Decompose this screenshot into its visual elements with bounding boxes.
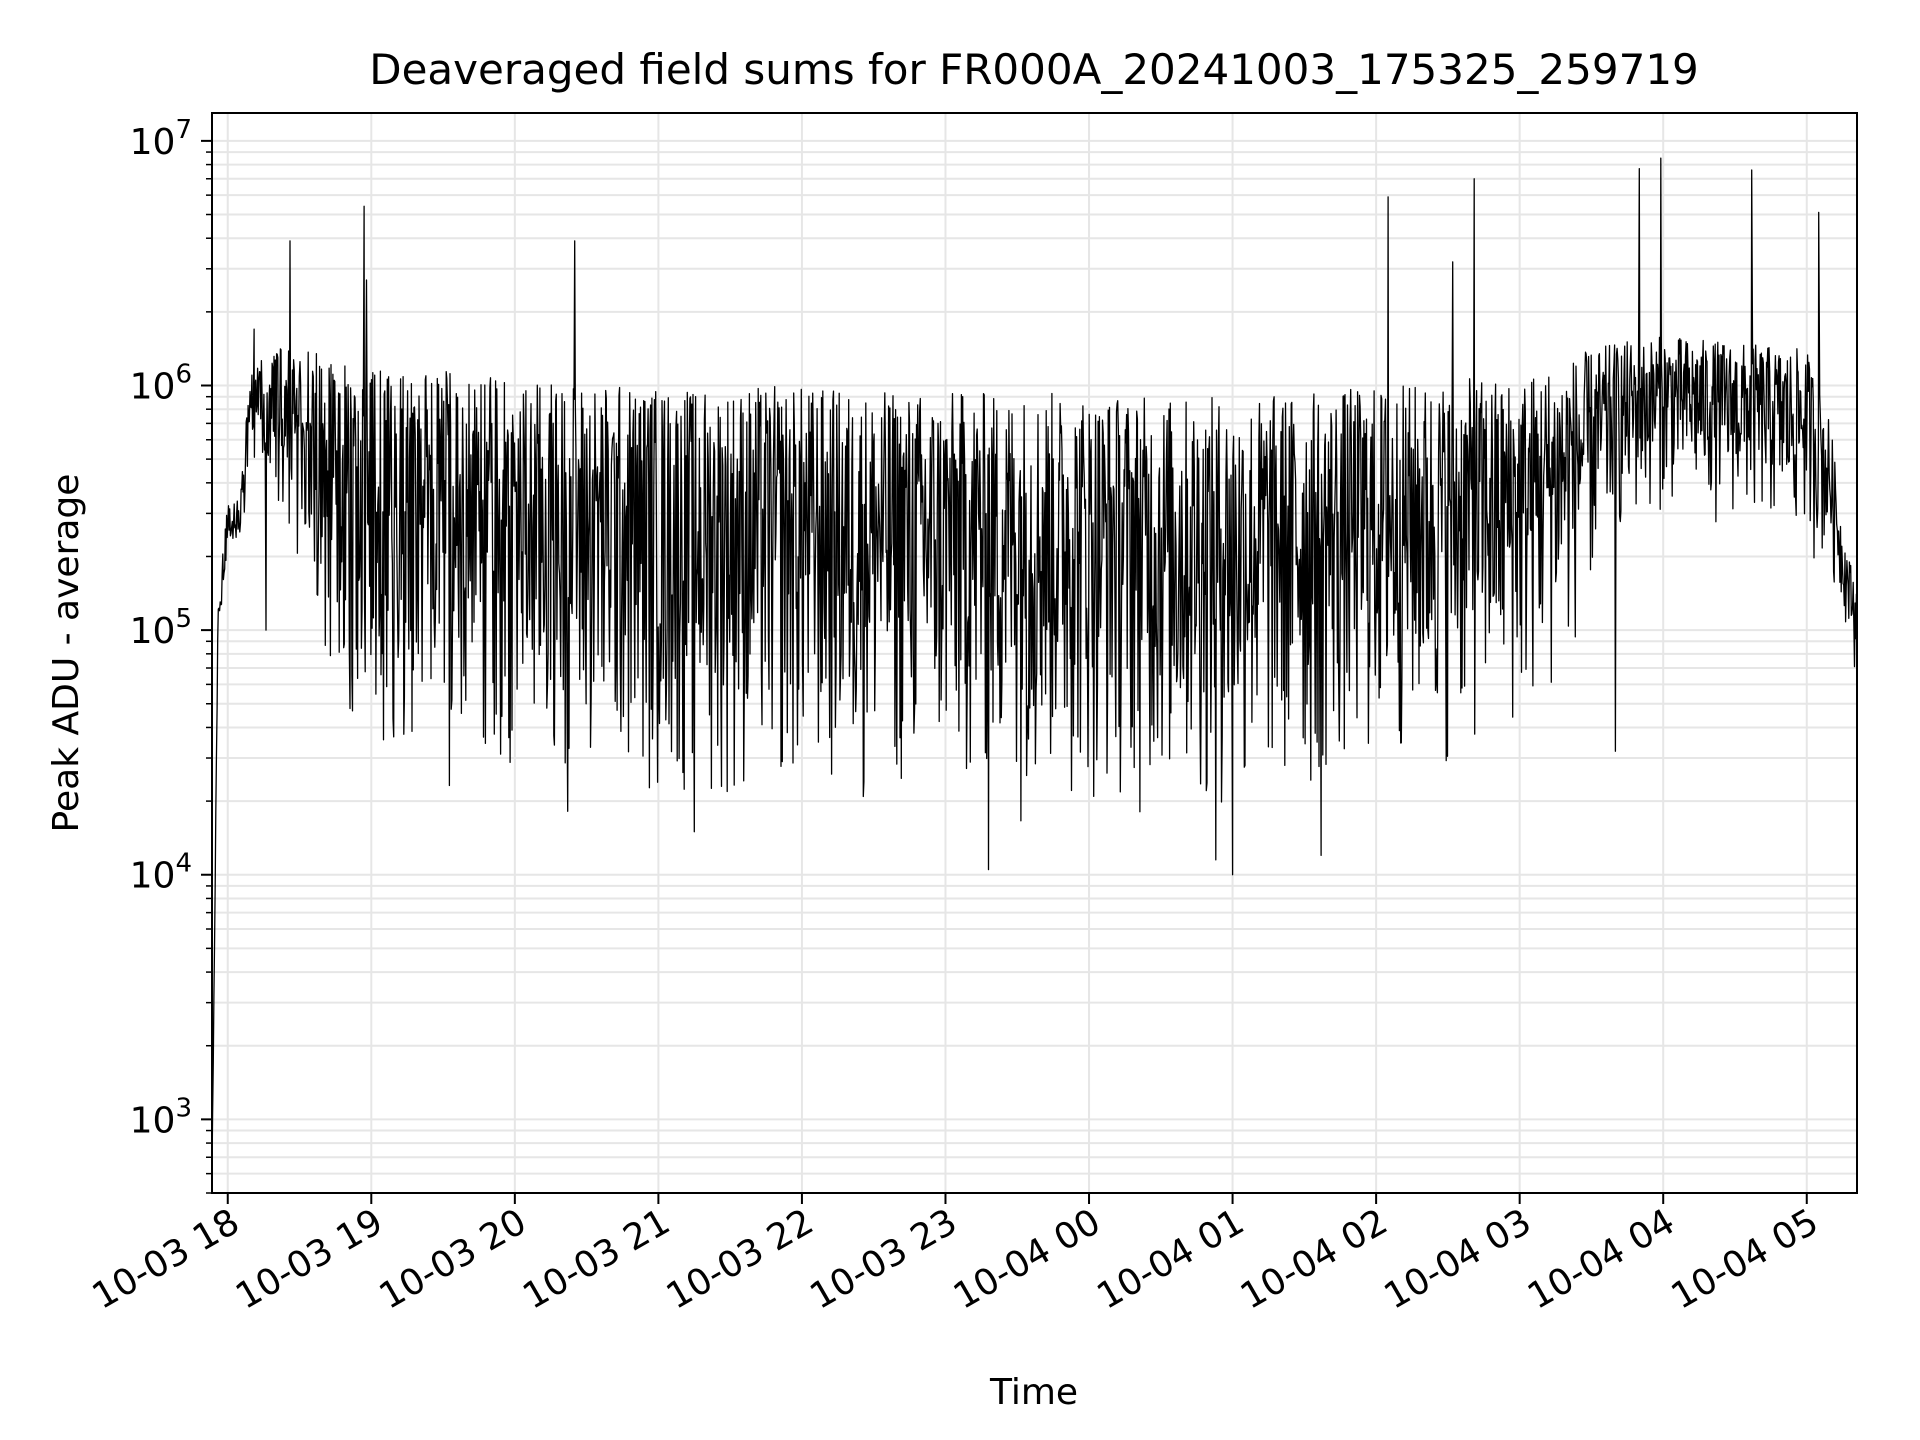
y-axis-label: Peak ADU - average — [46, 474, 87, 833]
y-tick-label-base: 10 — [130, 856, 176, 897]
y-tick-label: 104 — [130, 849, 192, 897]
y-tick-label-base: 10 — [130, 611, 176, 652]
chart-title: Deaveraged field sums for FR000A_2024100… — [369, 45, 1699, 94]
y-tick-label: 103 — [130, 1093, 192, 1141]
series-line — [211, 157, 1858, 1174]
y-tick-label-base: 10 — [130, 366, 176, 407]
y-tick-label: 107 — [130, 115, 192, 163]
y-tick-label-exponent: 7 — [175, 115, 192, 145]
y-tick-label-exponent: 6 — [175, 359, 192, 389]
data-area — [211, 157, 1858, 1174]
y-tick-label-base: 10 — [130, 122, 176, 163]
y-tick-label-exponent: 4 — [175, 849, 192, 879]
y-tick-label-exponent: 3 — [175, 1093, 192, 1123]
plot-frame — [211, 112, 1858, 1194]
y-tick-label-exponent: 5 — [175, 604, 192, 634]
x-axis-label: Time — [989, 1372, 1078, 1413]
y-tick-label-base: 10 — [130, 1100, 176, 1141]
y-tick-label: 106 — [130, 359, 192, 407]
y-tick-label: 105 — [130, 604, 192, 652]
